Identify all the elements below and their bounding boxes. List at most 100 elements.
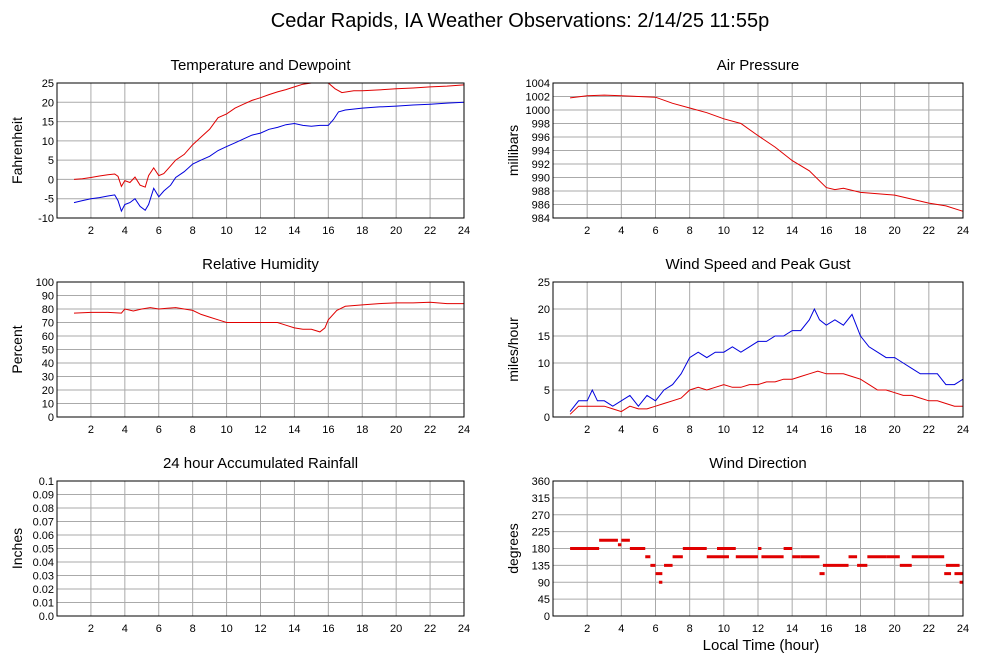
wind-xtick: 16 <box>820 424 832 436</box>
winddir-point <box>800 555 820 559</box>
rainfall-ytick: 0.07 <box>33 517 54 529</box>
humidity-ytick: 60 <box>42 331 54 343</box>
wind-ytick: 10 <box>538 358 550 370</box>
humidity-plot-frame <box>56 281 465 418</box>
winddir-xtick: 6 <box>652 623 658 635</box>
pressure-ytick: 992 <box>532 159 550 171</box>
x-axis-label: Local Time (hour) <box>703 637 820 654</box>
page-title: Cedar Rapids, IA Weather Observations: 2… <box>271 10 769 32</box>
humidity-ytick: 70 <box>42 318 54 330</box>
pressure-ytick: 996 <box>532 132 550 144</box>
rainfall-ytick: 0.06 <box>33 530 54 542</box>
temperature-xtick: 10 <box>220 225 232 237</box>
winddir-point <box>672 555 683 559</box>
rainfall-ytick: 0.04 <box>33 557 54 569</box>
temperature-xtick: 8 <box>190 225 196 237</box>
pressure-xtick: 20 <box>889 225 901 237</box>
winddir-point <box>792 555 801 559</box>
humidity-xtick: 16 <box>322 424 334 436</box>
pressure-ytick: 1000 <box>526 105 550 117</box>
humidity-xtick: 18 <box>356 424 368 436</box>
rainfall-ytick: 0.03 <box>33 571 54 583</box>
winddir-point <box>658 580 663 584</box>
temperature-ylabel: Fahrenheit <box>9 117 25 184</box>
humidity-xtick: 24 <box>458 424 470 436</box>
temperature-xtick: 20 <box>390 225 402 237</box>
winddir-ytick: 315 <box>532 493 550 505</box>
temperature-ytick: 20 <box>42 97 54 109</box>
winddir-plot-frame <box>552 480 964 617</box>
wind-plot-frame <box>552 281 964 418</box>
temperature-xtick: 2 <box>88 225 94 237</box>
humidity-xtick: 20 <box>390 424 402 436</box>
winddir-xtick: 2 <box>584 623 590 635</box>
rainfall-ytick: 0.01 <box>33 598 54 610</box>
winddir-point <box>822 563 849 567</box>
rainfall-xtick: 8 <box>190 623 196 635</box>
winddir-ytick: 180 <box>532 544 550 556</box>
wind-ytick: 15 <box>538 331 550 343</box>
winddir-ylabel: degrees <box>505 523 521 574</box>
pressure-ytick: 994 <box>532 146 550 158</box>
pressure-xtick: 8 <box>687 225 693 237</box>
temperature-ytick: -10 <box>38 213 54 225</box>
winddir-point <box>944 572 952 576</box>
winddir-xtick: 20 <box>889 623 901 635</box>
rainfall-xtick: 14 <box>288 623 300 635</box>
winddir-point <box>899 563 912 567</box>
winddir-point <box>650 563 656 567</box>
rainfall-xtick: 12 <box>254 623 266 635</box>
winddir-ytick: 90 <box>538 577 550 589</box>
wind-ytick: 5 <box>544 385 550 397</box>
pressure-ytick: 1002 <box>526 92 550 104</box>
wind-xtick: 2 <box>584 424 590 436</box>
pressure-ylabel: millibars <box>505 125 521 176</box>
temperature-xtick: 18 <box>356 225 368 237</box>
winddir-xtick: 10 <box>718 623 730 635</box>
rainfall-ytick: 0.1 <box>39 476 54 488</box>
winddir-point <box>599 538 618 542</box>
pressure-xtick: 22 <box>923 225 935 237</box>
humidity-ytick: 40 <box>42 358 54 370</box>
winddir-point <box>717 547 736 550</box>
temperature-xtick: 4 <box>122 225 128 237</box>
winddir-ytick: 135 <box>532 560 550 572</box>
pressure-xtick: 24 <box>957 225 969 237</box>
winddir-point <box>959 580 963 584</box>
pressure-title: Air Pressure <box>717 57 800 74</box>
pressure-xtick: 2 <box>584 225 590 237</box>
humidity-ytick: 50 <box>42 345 54 357</box>
pressure-ytick: 984 <box>532 213 550 225</box>
temperature-xtick: 22 <box>424 225 436 237</box>
rainfall-xtick: 20 <box>390 623 402 635</box>
temperature-ytick: 10 <box>42 136 54 148</box>
winddir-point <box>735 555 758 559</box>
wind-xtick: 12 <box>752 424 764 436</box>
temperature-plot-frame <box>56 82 465 219</box>
winddir-point <box>645 555 651 559</box>
temperature-ytick: 5 <box>48 155 54 167</box>
winddir-point <box>819 572 825 576</box>
rainfall-ytick: 0.09 <box>33 490 54 502</box>
humidity-ytick: 10 <box>42 399 54 411</box>
pressure-xtick: 4 <box>618 225 624 237</box>
rainfall-xtick: 4 <box>122 623 128 635</box>
wind-ytick: 20 <box>538 304 550 316</box>
winddir-point <box>783 547 793 550</box>
humidity-ytick: 80 <box>42 304 54 316</box>
temperature-xtick: 12 <box>254 225 266 237</box>
rainfall-ytick: 0.08 <box>33 503 54 515</box>
winddir-xtick: 16 <box>820 623 832 635</box>
humidity-xtick: 22 <box>424 424 436 436</box>
temperature-xtick: 6 <box>156 225 162 237</box>
wind-xtick: 4 <box>618 424 624 436</box>
wind-xtick: 8 <box>687 424 693 436</box>
wind-xtick: 22 <box>923 424 935 436</box>
rainfall-xtick: 24 <box>458 623 470 635</box>
temperature-ytick: -5 <box>44 194 54 206</box>
temperature-series-blue-line <box>73 101 465 213</box>
